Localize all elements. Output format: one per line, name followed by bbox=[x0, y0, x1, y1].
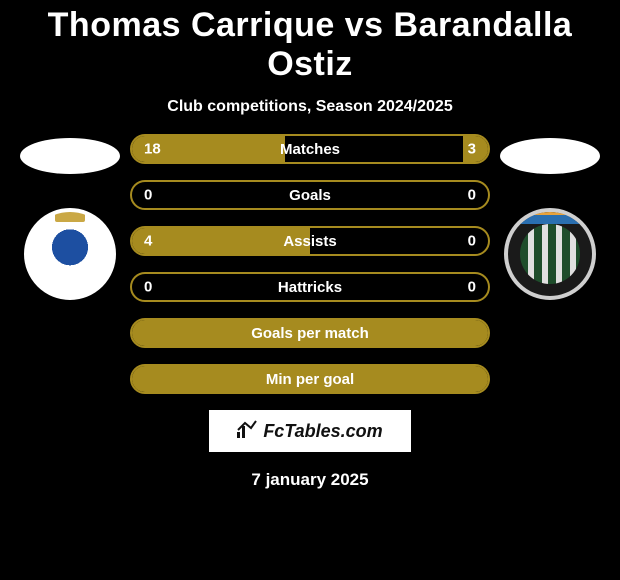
stat-label: Assists bbox=[283, 233, 336, 250]
stat-value-left: 4 bbox=[144, 233, 152, 250]
stat-label: Matches bbox=[280, 141, 340, 158]
stat-label: Hattricks bbox=[278, 279, 342, 296]
branding-icon bbox=[237, 420, 257, 443]
stat-value-right: 3 bbox=[468, 141, 476, 158]
stat-value-left: 18 bbox=[144, 141, 161, 158]
stat-row: 18 Matches 3 bbox=[130, 134, 490, 164]
right-player-column bbox=[490, 134, 610, 300]
comparison-panel: 18 Matches 3 0 Goals 0 4 Assists 0 0 Hattricks 0 Goa… bbox=[0, 134, 620, 394]
stat-row: 0 Goals 0 bbox=[130, 180, 490, 210]
stat-value-left: 0 bbox=[144, 279, 152, 296]
left-player-avatar bbox=[20, 138, 120, 174]
branding-badge: FcTables.com bbox=[209, 410, 411, 452]
stat-row: 4 Assists 0 bbox=[130, 226, 490, 256]
right-club-badge bbox=[504, 208, 596, 300]
stat-value-right: 0 bbox=[468, 187, 476, 204]
right-player-avatar bbox=[500, 138, 600, 174]
stat-label: Min per goal bbox=[266, 371, 354, 388]
stat-value-right: 0 bbox=[468, 233, 476, 250]
stat-value-right: 0 bbox=[468, 279, 476, 296]
stat-bars: 18 Matches 3 0 Goals 0 4 Assists 0 0 Hattricks 0 Goa… bbox=[130, 134, 490, 394]
stat-label: Goals bbox=[289, 187, 331, 204]
left-player-column bbox=[10, 134, 130, 300]
branding-text: FcTables.com bbox=[263, 421, 382, 442]
stat-row: 0 Hattricks 0 bbox=[130, 272, 490, 302]
date-label: 7 january 2025 bbox=[0, 470, 620, 490]
page-title: Thomas Carrique vs Barandalla Ostiz bbox=[0, 0, 620, 84]
stat-row: Goals per match bbox=[130, 318, 490, 348]
stat-value-left: 0 bbox=[144, 187, 152, 204]
subtitle: Club competitions, Season 2024/2025 bbox=[0, 98, 620, 116]
left-club-badge bbox=[24, 208, 116, 300]
stat-row: Min per goal bbox=[130, 364, 490, 394]
stat-label: Goals per match bbox=[251, 325, 369, 342]
